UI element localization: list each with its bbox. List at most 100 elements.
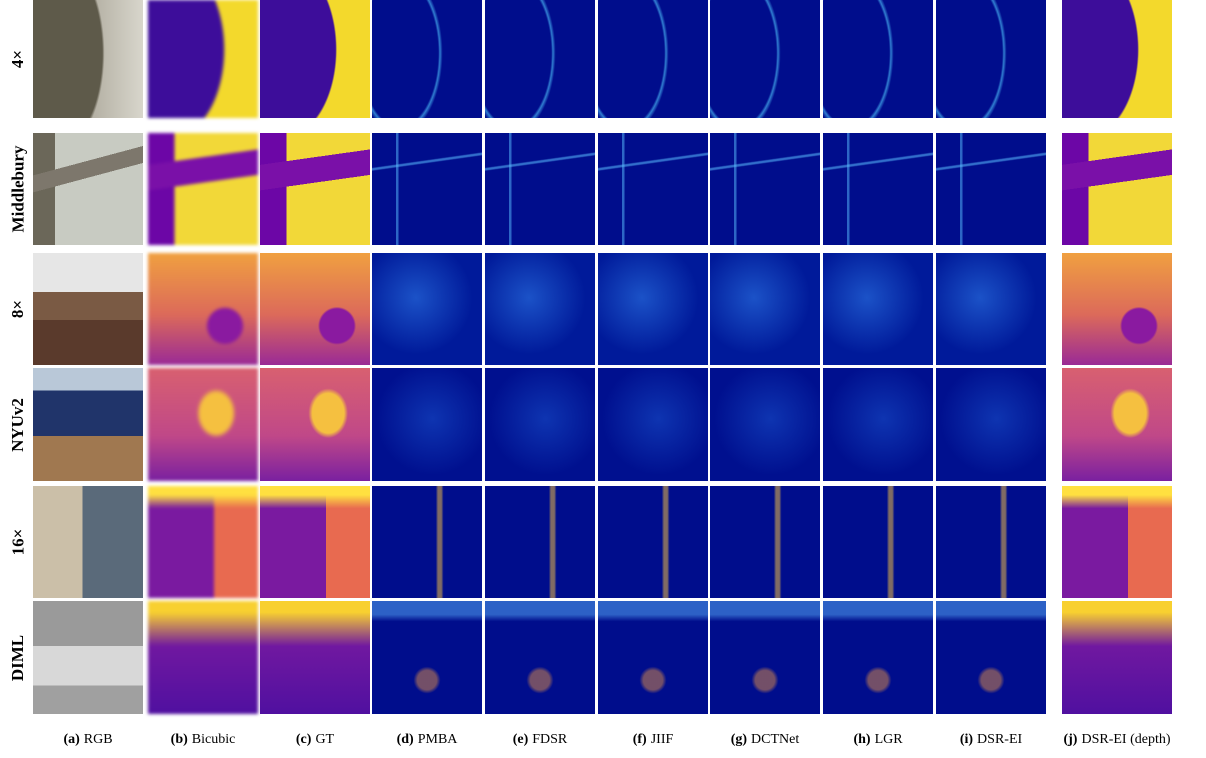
image-panel	[372, 0, 482, 118]
image-panel	[1062, 601, 1172, 714]
image-panel	[823, 601, 933, 714]
image-panel	[148, 0, 258, 118]
image-panel	[485, 133, 595, 245]
caption-letter: (c)	[296, 732, 312, 747]
image-panel	[372, 486, 482, 598]
column-caption: (f)JIIF	[588, 732, 718, 748]
caption-name: RGB	[84, 732, 113, 747]
column-caption: (b) Bicubic	[138, 732, 268, 748]
image-panel	[710, 601, 820, 714]
image-panel	[936, 486, 1046, 598]
caption-name: DSR-EI (depth)	[1081, 732, 1170, 747]
image-panel	[260, 601, 370, 714]
caption-letter: (j)	[1063, 732, 1077, 747]
row-label-text: DIML	[8, 634, 28, 680]
row-label: Middlebury	[4, 133, 32, 245]
image-panel	[936, 133, 1046, 245]
caption-name: GT	[315, 732, 334, 747]
image-panel	[372, 368, 482, 481]
row-label-text: Middlebury	[8, 146, 28, 233]
caption-letter: (i)	[960, 732, 973, 747]
image-panel	[1062, 133, 1172, 245]
image-panel	[148, 486, 258, 598]
caption-letter: (h)	[853, 732, 870, 747]
caption-name: LGR	[875, 732, 903, 747]
row-label-text: 16×	[8, 529, 28, 556]
caption-letter: (d)	[397, 732, 414, 747]
row-label: 4×	[4, 0, 32, 118]
image-panel	[710, 133, 820, 245]
image-panel	[710, 486, 820, 598]
column-caption: (h) LGR	[813, 732, 943, 748]
image-panel	[710, 253, 820, 365]
image-panel	[598, 368, 708, 481]
image-panel	[936, 368, 1046, 481]
image-panel	[598, 601, 708, 714]
image-panel	[1062, 0, 1172, 118]
image-panel	[823, 0, 933, 118]
image-panel	[1062, 486, 1172, 598]
image-panel	[823, 133, 933, 245]
image-panel	[598, 0, 708, 118]
image-panel	[1062, 253, 1172, 365]
image-panel	[260, 368, 370, 481]
image-panel	[485, 368, 595, 481]
image-panel	[33, 601, 143, 714]
image-panel	[485, 0, 595, 118]
image-panel	[260, 486, 370, 598]
image-panel	[936, 253, 1046, 365]
caption-name: DCTNet	[751, 732, 799, 747]
column-caption: (d) PMBA	[362, 732, 492, 748]
image-panel	[148, 253, 258, 365]
caption-letter: (f)	[633, 732, 647, 747]
image-panel	[823, 253, 933, 365]
row-label-text: 4×	[8, 50, 28, 68]
row-label-text: NYUv2	[8, 398, 28, 452]
image-panel	[1062, 368, 1172, 481]
image-panel	[823, 368, 933, 481]
caption-letter: (a)	[63, 732, 79, 747]
image-panel	[33, 368, 143, 481]
column-caption: (e)FDSR	[475, 732, 605, 748]
row-label-text: 8×	[8, 300, 28, 318]
image-panel	[598, 486, 708, 598]
image-panel	[485, 253, 595, 365]
image-panel	[710, 0, 820, 118]
column-caption: (c)GT	[250, 732, 380, 748]
image-panel	[372, 601, 482, 714]
column-caption: (j) DSR-EI (depth)	[1052, 732, 1182, 748]
caption-name: DSR-EI	[977, 732, 1022, 747]
image-panel	[260, 253, 370, 365]
image-panel	[33, 0, 143, 118]
figure: 4× Middlebury 8× NYUv2 16× DIML (a) RGB (b) Bicub…	[0, 0, 1206, 758]
caption-name: Bicubic	[192, 732, 236, 747]
row-label: DIML	[4, 601, 32, 714]
caption-name: FDSR	[532, 732, 567, 747]
image-panel	[485, 486, 595, 598]
image-panel	[485, 601, 595, 714]
row-label: 8×	[4, 253, 32, 365]
caption-letter: (e)	[513, 732, 529, 747]
image-panel	[710, 368, 820, 481]
image-panel	[598, 253, 708, 365]
column-caption: (g) DCTNet	[700, 732, 830, 748]
image-panel	[372, 133, 482, 245]
caption-name: PMBA	[418, 732, 458, 747]
image-panel	[598, 133, 708, 245]
image-panel	[936, 0, 1046, 118]
row-label: 16×	[4, 486, 32, 598]
caption-letter: (b)	[171, 732, 188, 747]
image-panel	[372, 253, 482, 365]
image-panel	[260, 0, 370, 118]
column-caption: (i) DSR-EI	[926, 732, 1056, 748]
column-caption: (a) RGB	[23, 732, 153, 748]
image-panel	[148, 368, 258, 481]
image-panel	[33, 253, 143, 365]
image-panel	[148, 133, 258, 245]
image-panel	[260, 133, 370, 245]
caption-letter: (g)	[731, 732, 747, 747]
image-panel	[148, 601, 258, 714]
image-panel	[823, 486, 933, 598]
row-label: NYUv2	[4, 368, 32, 481]
image-panel	[33, 486, 143, 598]
